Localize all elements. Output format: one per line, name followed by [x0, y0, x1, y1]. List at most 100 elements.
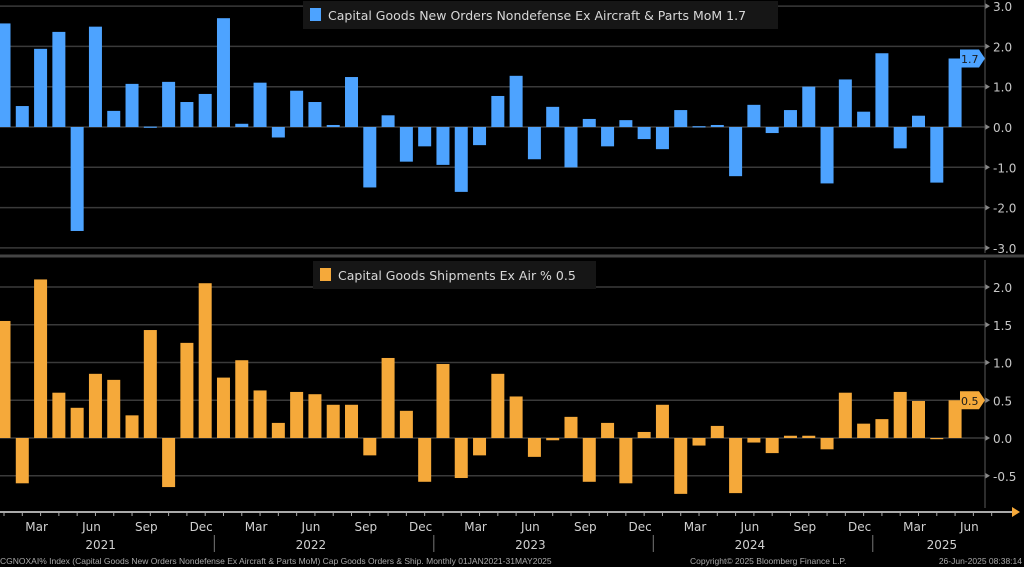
bar — [216, 18, 230, 127]
bar — [381, 115, 395, 127]
last-value-label: 1.7 — [961, 53, 979, 66]
bar — [546, 438, 560, 441]
bar — [637, 127, 651, 140]
bar — [509, 75, 523, 127]
tick-mark — [985, 124, 990, 130]
bar — [345, 404, 359, 438]
bar — [70, 127, 84, 231]
bar — [582, 118, 596, 127]
bar — [674, 438, 688, 494]
bar — [729, 438, 743, 494]
bar — [34, 279, 48, 438]
tick-mark — [985, 43, 990, 50]
y-tick-label: 1.0 — [993, 81, 1012, 95]
last-value-tag — [960, 391, 985, 410]
footer-timestamp: 26-Jun-2025 08:38:14 — [939, 556, 1022, 566]
bar — [253, 390, 267, 438]
tick-mark — [985, 3, 990, 10]
bar — [875, 419, 889, 438]
bar — [655, 404, 669, 438]
x-tick-label: Jun — [520, 520, 540, 534]
bar — [363, 127, 377, 188]
tick-mark — [985, 397, 990, 404]
x-year-label: 2022 — [296, 538, 327, 552]
bar — [418, 127, 432, 147]
tick-mark — [985, 164, 990, 171]
bar — [546, 106, 560, 127]
bar — [0, 23, 11, 127]
tick-mark — [985, 284, 990, 290]
legend-label: Capital Goods New Orders Nondefense Ex A… — [328, 8, 746, 23]
bar — [454, 438, 468, 479]
bar — [198, 93, 212, 127]
bar — [491, 95, 505, 127]
bar — [180, 102, 194, 127]
bar — [271, 127, 285, 138]
bar — [345, 77, 359, 127]
bar — [162, 438, 176, 488]
bar — [198, 283, 212, 438]
x-tick-label: Jun — [740, 520, 760, 534]
bar — [710, 425, 724, 438]
bar — [857, 111, 871, 127]
x-tick-label: Jun — [301, 520, 321, 534]
bar — [692, 438, 706, 446]
footer-copyright: Copyright© 2025 Bloomberg Finance L.P. — [690, 556, 846, 566]
x-year-label: 2023 — [515, 538, 546, 552]
bar — [235, 123, 249, 127]
bar — [418, 438, 432, 482]
x-tick-label: Dec — [848, 520, 871, 534]
x-tick-label: Mar — [245, 520, 268, 534]
bar — [125, 415, 139, 438]
x-year-label: 2021 — [85, 538, 116, 552]
y-tick-label: 3.0 — [993, 0, 1012, 14]
y-tick-label: 2.0 — [993, 40, 1012, 54]
bar — [619, 120, 633, 127]
bar — [802, 435, 816, 438]
bar — [399, 127, 413, 162]
bar — [216, 377, 230, 438]
x-year-label: 2024 — [735, 538, 766, 552]
x-tick-label: Sep — [354, 520, 377, 534]
bar — [820, 438, 834, 450]
x-tick-label: Sep — [135, 520, 158, 534]
y-tick-label: -0.5 — [993, 470, 1016, 484]
bar — [637, 431, 651, 438]
bar — [162, 81, 176, 127]
bar — [838, 392, 852, 438]
x-tick-label: Dec — [190, 520, 213, 534]
tick-mark — [985, 472, 990, 479]
bar — [436, 127, 450, 165]
bar — [15, 106, 29, 127]
bar — [930, 127, 944, 183]
bar — [765, 438, 779, 454]
bar — [326, 404, 340, 438]
legend-box — [313, 261, 596, 289]
x-year-label: 2025 — [927, 538, 958, 552]
tick-mark — [985, 359, 990, 366]
x-tick-label: Sep — [793, 520, 816, 534]
x-tick-label: Sep — [574, 520, 597, 534]
x-axis-arrow — [1012, 507, 1020, 517]
x-tick-label: Jun — [81, 520, 101, 534]
bar — [893, 391, 907, 438]
bar — [107, 379, 121, 438]
bar — [308, 102, 322, 127]
x-tick-label: Mar — [903, 520, 926, 534]
bar — [491, 373, 505, 438]
bar — [326, 124, 340, 127]
bar — [601, 422, 615, 438]
bar — [473, 127, 487, 146]
x-tick-label: Jun — [959, 520, 979, 534]
last-value-label: 0.5 — [961, 395, 979, 408]
legend-label: Capital Goods Shipments Ex Air % 0.5 — [338, 268, 576, 283]
legend-box — [303, 1, 778, 29]
bar — [710, 124, 724, 127]
bar — [564, 416, 578, 438]
y-tick-label: 0.0 — [993, 432, 1012, 446]
bar — [125, 83, 139, 127]
bar — [509, 396, 523, 438]
footer-source: CGNOXAI% Index (Capital Goods New Orders… — [0, 556, 552, 566]
bar — [893, 127, 907, 149]
